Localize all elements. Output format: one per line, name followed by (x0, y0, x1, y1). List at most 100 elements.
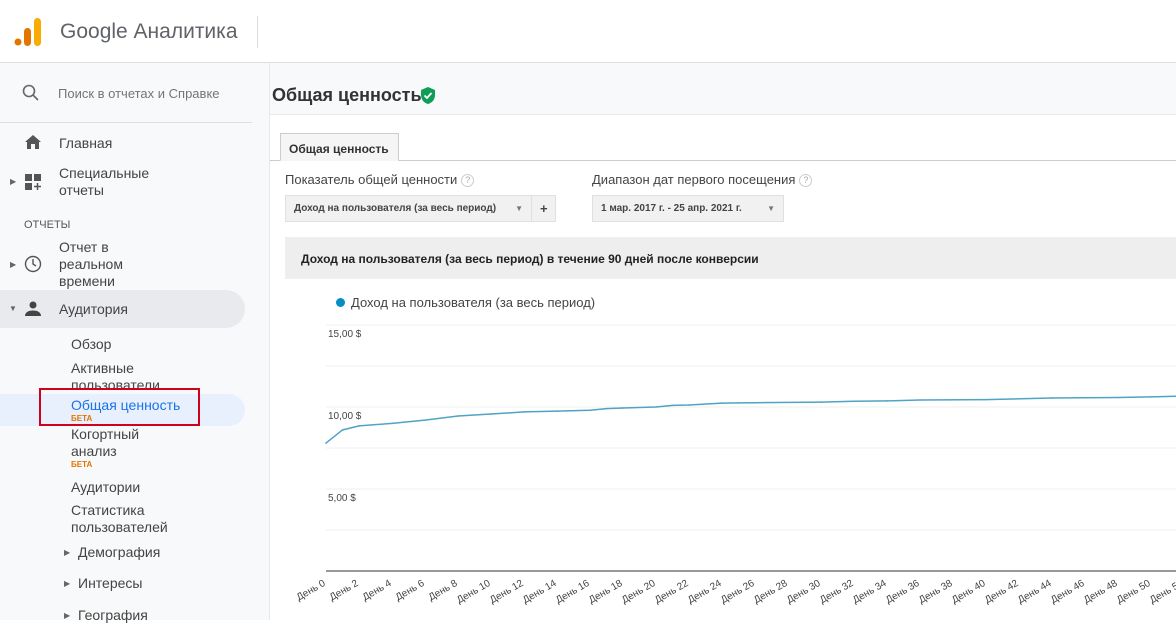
x-tick-label: День 16 (554, 578, 592, 606)
x-tick-label: День 42 (983, 578, 1021, 606)
x-tick-label: День 52 (1148, 578, 1176, 606)
data-point (820, 401, 822, 403)
data-point (655, 406, 657, 408)
main-content (270, 63, 1176, 620)
date-range-label: Диапазон дат первого посещения? (592, 172, 813, 188)
data-point (341, 429, 344, 431)
x-tick-label: День 46 (1049, 578, 1087, 606)
caret-right-icon: ▶ (10, 260, 17, 269)
analytics-logo (14, 18, 41, 46)
search-icon[interactable] (22, 84, 40, 102)
data-point (589, 409, 591, 412)
app-title: Google Аналитика (60, 20, 238, 43)
x-tick-label: День 36 (884, 578, 922, 606)
data-point (391, 422, 393, 425)
x-tick-label: День 0 (295, 578, 328, 603)
y-tick-label: 10,00 $ (328, 411, 362, 422)
clock-icon (24, 255, 42, 273)
sidebar-item-home[interactable]: Главная (0, 131, 250, 155)
sidebar-item-audience[interactable]: ▼ Аудитория (0, 290, 245, 328)
metric-dropdown[interactable]: Доход на пользователя (за весь период) ▼ (285, 195, 532, 222)
data-point (688, 404, 690, 406)
x-tick-label: День 22 (653, 578, 691, 606)
data-point (556, 410, 558, 412)
chevron-down-icon: ▼ (767, 204, 775, 213)
x-tick-label: День 12 (488, 578, 526, 606)
x-tick-label: День 28 (752, 578, 790, 606)
line-chart: 15,00 $10,00 $5,00 $День 0 День 2 День 4 Де… (295, 324, 1176, 606)
legend-dot-icon (336, 298, 345, 307)
data-point (622, 407, 624, 409)
sidebar-item-interests[interactable]: ▶ Интересы (64, 575, 143, 591)
search-input[interactable] (58, 83, 228, 103)
data-point (1051, 397, 1053, 399)
sidebar-item-user-explorer[interactable]: Статистика пользователей (71, 502, 168, 535)
chart-legend[interactable]: Доход на пользователя (за весь период) (336, 295, 595, 310)
x-tick-label: День 20 (620, 578, 658, 606)
x-tick-label: День 44 (1016, 578, 1054, 606)
data-point (1117, 396, 1119, 399)
tab-lifetime-value[interactable]: Общая ценность (280, 133, 399, 161)
page-title: Общая ценность (272, 85, 422, 105)
sidebar: Главная ▶ Специальные отчеты ОТЧЕТЫ ▶ От… (0, 63, 270, 623)
sidebar-item-demographics[interactable]: ▶ Демография (64, 544, 161, 560)
data-point (919, 399, 921, 401)
x-tick-label: День 30 (785, 578, 823, 606)
help-icon[interactable]: ? (799, 174, 813, 188)
x-tick-label: День 6 (394, 578, 427, 603)
page-header: Общая ценность (270, 63, 1176, 115)
data-point (605, 407, 608, 410)
caret-right-icon: ▶ (64, 579, 71, 588)
x-tick-label: День 14 (521, 578, 559, 606)
x-tick-label: День 8 (427, 578, 460, 603)
home-icon (25, 135, 41, 149)
x-tick-label: День 34 (851, 578, 889, 606)
top-bar: Google Аналитика (0, 0, 1176, 63)
sidebar-item-custom-reports[interactable]: ▶ Специальные отчеты (10, 165, 150, 198)
caret-right-icon: ▶ (64, 548, 71, 557)
x-tick-label: День 24 (686, 578, 724, 606)
x-tick-label: День 32 (818, 578, 856, 606)
beta-badge: БЕТА (71, 414, 93, 423)
data-point (754, 401, 756, 404)
x-tick-label: День 4 (361, 578, 394, 603)
verified-shield-icon (421, 87, 435, 104)
data-point (358, 425, 360, 427)
person-icon (25, 301, 41, 316)
x-tick-label: День 2 (328, 578, 361, 603)
chart-title: Доход на пользователя (за весь период) в… (301, 252, 759, 266)
divider (0, 122, 252, 123)
data-point (853, 400, 855, 403)
x-tick-label: День 18 (587, 578, 625, 606)
data-point (1150, 396, 1152, 398)
custom-reports-icon (25, 174, 41, 190)
data-point (985, 398, 987, 401)
sidebar-item-realtime[interactable]: ▶ Отчет в реальном времени (10, 239, 123, 289)
tab-bar-line (270, 160, 1176, 161)
data-point (721, 402, 723, 404)
sidebar-item-geo[interactable]: ▶ География (64, 607, 148, 623)
data-point (424, 419, 426, 421)
data-point (886, 400, 888, 402)
sidebar-item-overview[interactable]: Обзор (71, 336, 112, 352)
highlight-box (39, 388, 200, 426)
data-point (457, 415, 459, 417)
x-tick-label: День 10 (455, 578, 493, 606)
date-range-dropdown[interactable]: 1 мар. 2017 г. - 25 апр. 2021 г. ▼ (592, 195, 784, 222)
y-tick-label: 5,00 $ (328, 493, 356, 504)
series-line (325, 395, 1176, 444)
section-heading: ОТЧЕТЫ (24, 219, 71, 231)
x-tick-label: День 48 (1082, 578, 1120, 606)
add-metric-button[interactable]: + (531, 195, 556, 222)
help-icon[interactable]: ? (461, 174, 475, 188)
sidebar-item-audiences[interactable]: Аудитории (71, 479, 141, 495)
caret-right-icon: ▶ (64, 611, 71, 620)
divider (257, 16, 258, 48)
x-tick-label: День 40 (950, 578, 988, 606)
data-point (671, 404, 674, 407)
chart-header: Доход на пользователя (за весь период) в… (285, 237, 1176, 279)
sidebar-item-cohort[interactable]: Когортный анализ БЕТА (71, 426, 140, 469)
beta-badge: БЕТА (71, 460, 93, 469)
y-tick-label: 15,00 $ (328, 329, 362, 340)
x-tick-label: День 26 (719, 578, 757, 606)
